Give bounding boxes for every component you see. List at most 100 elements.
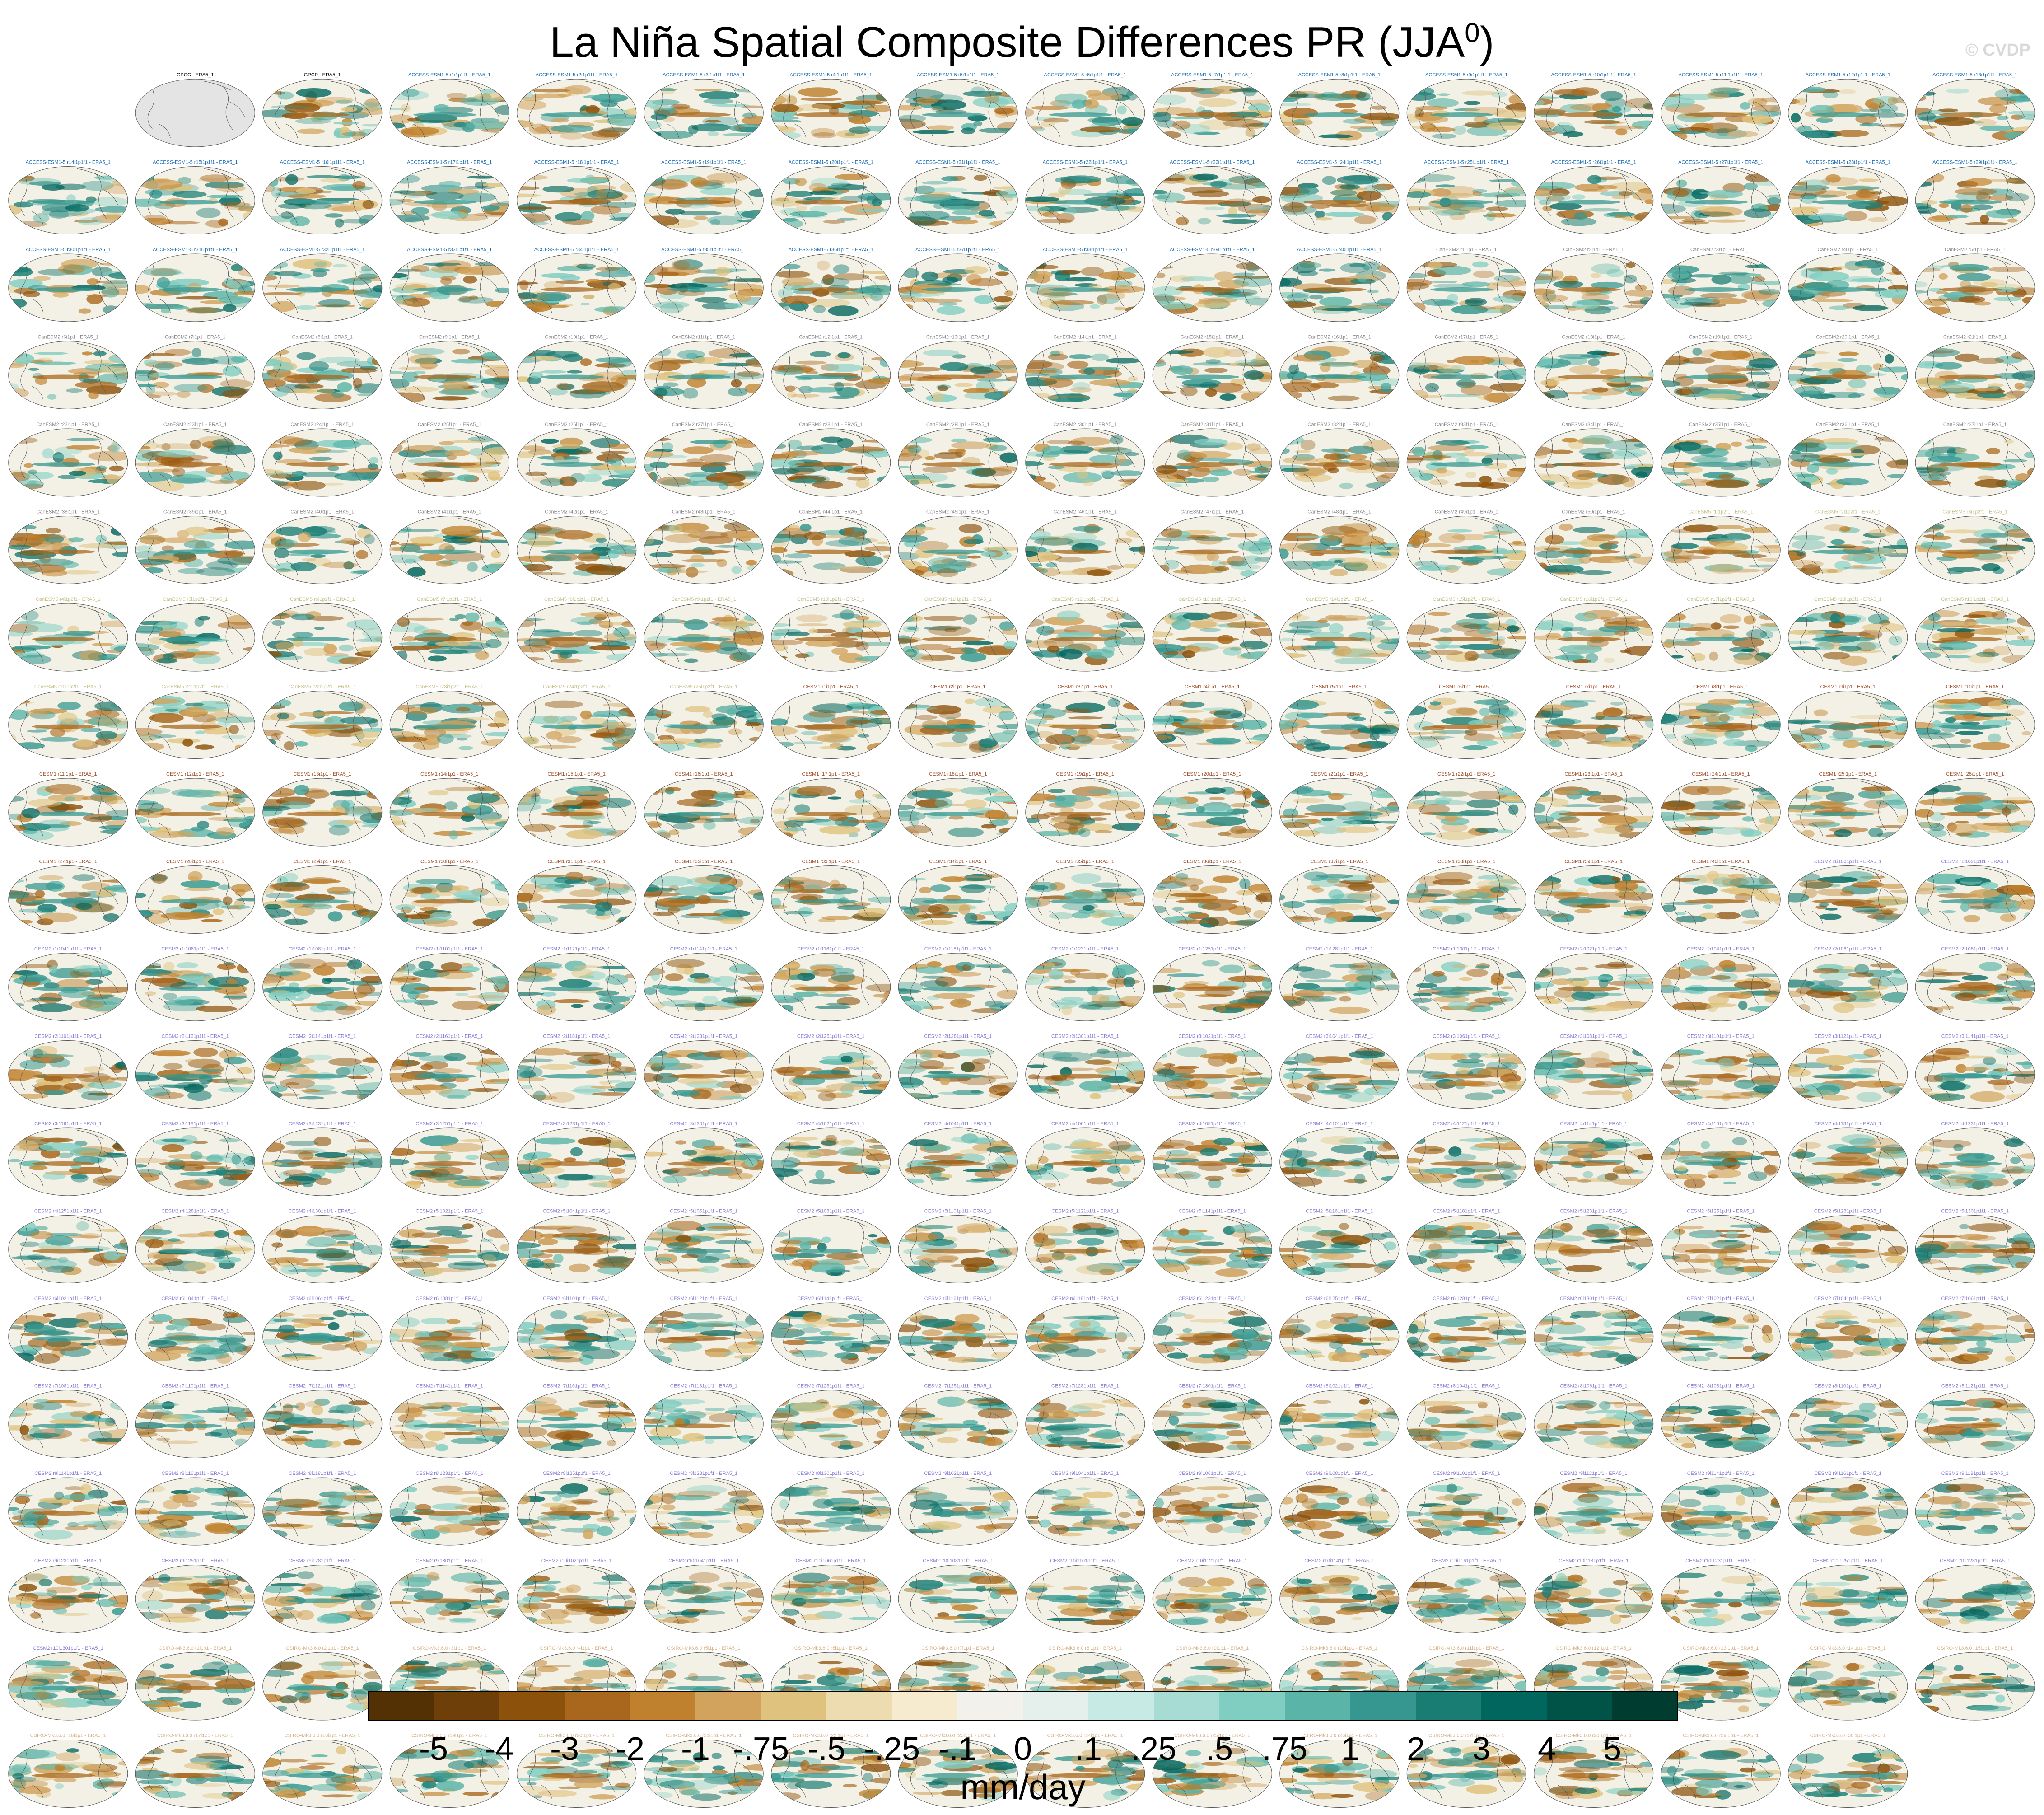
anomaly-blob — [1084, 99, 1099, 109]
anomaly-blob — [1182, 612, 1211, 620]
anomaly-blob — [1007, 307, 1018, 311]
anomaly-blob — [1295, 450, 1311, 453]
panel-label: ACCESS-ESM1-5 r15i1p1f1 - ERA5_1 — [153, 160, 238, 165]
anomaly-blob — [825, 535, 852, 539]
anomaly-blob — [9, 544, 31, 550]
anomaly-blob — [602, 734, 636, 744]
anomaly-blob — [460, 621, 482, 631]
equatorial-band — [32, 637, 95, 641]
anomaly-blob — [1752, 181, 1781, 186]
anomaly-blob — [1887, 96, 1898, 105]
anomaly-blob — [594, 306, 635, 313]
anomaly-blob — [294, 741, 308, 747]
anomaly-blob — [794, 178, 807, 186]
anomaly-blob — [1279, 103, 1312, 107]
anomaly-blob — [771, 94, 791, 103]
anomaly-blob — [1775, 538, 1781, 543]
map-background — [135, 79, 255, 147]
anomaly-blob — [2003, 459, 2028, 463]
anomaly-blob — [1791, 127, 1801, 136]
anomaly-blob — [358, 273, 378, 280]
anomaly-blob — [771, 718, 789, 726]
anomaly-blob — [1464, 650, 1479, 662]
anomaly-blob — [837, 218, 857, 221]
anomaly-blob — [1407, 273, 1428, 279]
anomaly-blob — [1553, 280, 1583, 289]
anomaly-blob — [1939, 621, 1979, 627]
anomaly-blob — [172, 467, 185, 477]
panel-label: CanESM5 r6i1p2f1 - ERA5_1 — [290, 597, 355, 602]
anomaly-blob — [775, 369, 804, 375]
anomaly-blob — [1154, 195, 1170, 199]
anomaly-blob — [2015, 473, 2030, 482]
anomaly-blob — [517, 657, 545, 661]
equatorial-band — [1049, 287, 1112, 292]
anomaly-blob — [1791, 207, 1819, 215]
anomaly-blob — [749, 737, 764, 742]
anomaly-blob — [777, 302, 789, 312]
anomaly-blob — [1098, 271, 1136, 280]
equatorial-band — [413, 724, 477, 729]
anomaly-blob — [692, 123, 731, 132]
equatorial-band — [1430, 200, 1494, 205]
anomaly-blob — [870, 292, 883, 301]
anomaly-blob — [86, 294, 108, 298]
anomaly-blob — [8, 205, 22, 215]
anomaly-blob — [428, 655, 447, 662]
anomaly-blob — [262, 616, 274, 619]
anomaly-blob — [457, 717, 490, 721]
anomaly-blob — [1192, 362, 1231, 366]
anomaly-blob — [854, 531, 865, 540]
anomaly-blob — [1719, 614, 1741, 624]
anomaly-blob — [439, 389, 480, 396]
map-panel: CanESM2 r14i1p1 - ERA5_1 — [1025, 335, 1145, 409]
coastlines — [1419, 81, 1517, 138]
anomaly-blob — [1731, 441, 1742, 447]
anomaly-blob — [1340, 262, 1370, 273]
anomaly-blob — [707, 131, 719, 136]
anomaly-blob — [1314, 211, 1325, 218]
anomaly-blob — [485, 732, 509, 737]
anomaly-blob — [1879, 568, 1908, 576]
anomaly-blob — [1041, 446, 1064, 456]
anomaly-blob — [544, 700, 583, 708]
anomaly-blob — [1915, 133, 1921, 137]
anomaly-blob — [1227, 111, 1260, 118]
anomaly-blob — [1681, 444, 1715, 455]
map-panel: ACCESS-ESM1-5 r10i1p1f1 - ERA5_1 — [1534, 72, 1654, 147]
anomaly-blob — [184, 526, 209, 536]
anomaly-blob — [1751, 105, 1781, 112]
anomaly-blob — [2007, 110, 2035, 115]
equatorial-band — [1557, 637, 1621, 641]
anomaly-blob — [1559, 644, 1603, 654]
map-outline — [1152, 79, 1272, 147]
anomaly-blob — [915, 99, 947, 103]
anomaly-blob — [310, 554, 326, 558]
anomaly-blob — [607, 444, 631, 449]
map-panel: CESM1 r6i1p1 - ERA5_1 — [1406, 684, 1526, 759]
anomaly-blob — [693, 276, 733, 284]
map-panel: CanESM5 r7i1p2f1 - ERA5_1 — [389, 597, 509, 672]
anomaly-blob — [555, 456, 565, 462]
anomaly-blob — [773, 103, 799, 113]
anomaly-blob — [1025, 370, 1059, 374]
anomaly-blob — [878, 657, 891, 663]
anomaly-blob — [771, 547, 788, 553]
anomaly-blob — [1047, 645, 1060, 653]
anomaly-blob — [580, 358, 592, 366]
equatorial-band — [1303, 287, 1367, 292]
anomaly-blob — [9, 299, 27, 308]
anomaly-blob — [1965, 222, 2008, 225]
anomaly-blob — [78, 308, 91, 314]
anomaly-blob — [517, 93, 523, 97]
anomaly-blob — [1872, 96, 1899, 105]
anomaly-blob — [962, 90, 1003, 97]
map-panel: ACCESS-ESM1-5 r25i1p1f1 - ERA5_1 — [1406, 160, 1526, 234]
anomaly-blob — [262, 275, 277, 281]
anomaly-blob — [526, 306, 543, 313]
equatorial-band — [159, 549, 223, 554]
anomaly-blob — [368, 719, 378, 728]
anomaly-blob — [671, 260, 690, 271]
anomaly-blob — [74, 220, 98, 223]
anomaly-blob — [278, 203, 307, 209]
